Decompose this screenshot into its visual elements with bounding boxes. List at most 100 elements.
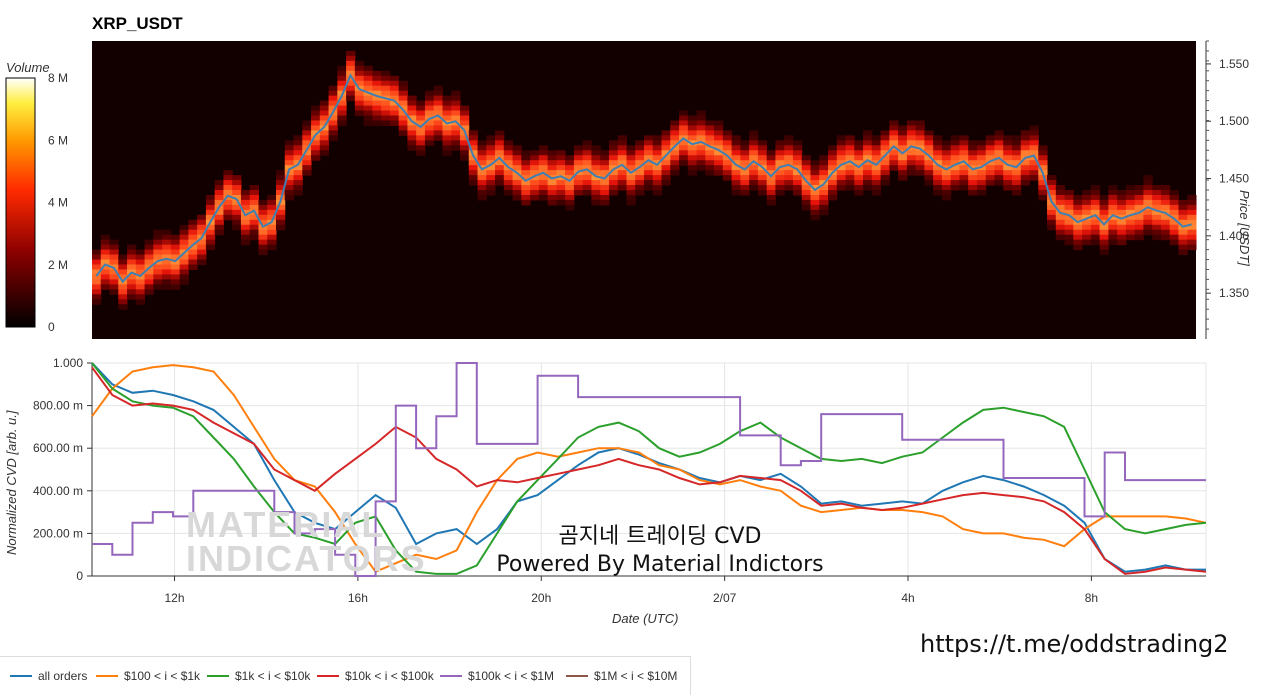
heatmap-cell: [153, 259, 163, 265]
heatmap-cell: [976, 155, 987, 161]
heatmap-cell: [687, 115, 698, 121]
legend-item[interactable]: $10k < i < $100k: [317, 669, 434, 683]
heatmap-cell: [1012, 170, 1022, 176]
heatmap-cell: [468, 150, 479, 156]
heatmap-cell: [731, 185, 741, 191]
heatmap-cell: [1178, 244, 1188, 251]
heatmap-cell: [354, 70, 365, 77]
heatmap-cell: [1073, 209, 1083, 216]
heatmap-cell: [845, 175, 855, 181]
heatmap-cell: [407, 140, 417, 146]
heatmap-cell: [118, 289, 128, 295]
heatmap-cell: [258, 199, 268, 206]
heatmap-cell: [424, 125, 435, 131]
heatmap-cell: [1117, 199, 1127, 206]
heatmap-cell: [775, 150, 785, 156]
heatmap-cell: [214, 209, 224, 216]
heatmap-cell: [1082, 239, 1092, 246]
heatmap-cell: [267, 244, 277, 251]
heatmap-cell: [372, 75, 382, 82]
heatmap-cell: [1055, 229, 1066, 236]
legend-item[interactable]: $100 < i < $1k: [96, 669, 200, 683]
heatmap-cell: [223, 175, 233, 181]
heatmap-cell: [293, 175, 303, 181]
heatmap-cell: [880, 165, 890, 171]
heatmap-cell: [950, 135, 960, 141]
heatmap-cell: [276, 219, 286, 226]
heatmap-cell: [477, 170, 487, 176]
heatmap-cell: [276, 209, 286, 216]
heatmap-cell: [731, 145, 741, 151]
heatmap-cell: [223, 204, 233, 211]
heatmap-cell: [950, 145, 960, 151]
heatmap-cell: [863, 150, 873, 156]
legend-item[interactable]: all orders: [10, 669, 87, 683]
legend-swatch: [317, 675, 339, 677]
heatmap-cell: [1029, 130, 1039, 136]
heatmap-cell: [714, 170, 724, 176]
heatmap-cell: [652, 190, 663, 196]
heatmap-cell: [722, 155, 733, 161]
heatmap-cell: [731, 190, 741, 196]
heatmap-cell: [871, 140, 882, 146]
heatmap-cell: [801, 180, 811, 186]
heatmap-cell: [188, 224, 198, 231]
heatmap-cell: [1029, 150, 1039, 156]
heatmap-cell: [626, 194, 636, 201]
heatmap-cell: [968, 185, 978, 191]
heatmap-cell: [679, 110, 689, 116]
heatmap-cell: [880, 180, 890, 186]
heatmap-cell: [179, 224, 189, 231]
heatmap-cell: [179, 254, 189, 261]
heatmap-cell: [766, 165, 776, 171]
heatmap-cell: [319, 100, 330, 107]
telegram-url[interactable]: https://t.me/oddstrading2: [920, 630, 1229, 658]
heatmap-cell: [766, 150, 776, 156]
heatmap-cell: [162, 229, 172, 236]
heatmap-cell: [363, 85, 373, 92]
heatmap-cell: [197, 224, 207, 231]
heatmap-cell: [644, 180, 654, 186]
heatmap-cell: [705, 165, 715, 171]
heatmap-cell: [407, 125, 417, 131]
heatmap-cell: [863, 135, 873, 141]
heatmap-cell: [179, 279, 189, 285]
heatmap-cell: [346, 85, 356, 92]
heatmap-cell: [565, 160, 575, 166]
heatmap-cell: [985, 160, 995, 166]
heatmap-cell: [118, 294, 128, 300]
heatmap-cell: [915, 120, 925, 126]
heatmap-cell: [197, 249, 207, 256]
heatmap-cell: [854, 175, 864, 181]
heatmap-cell: [968, 155, 978, 161]
heatmap-cell: [179, 269, 189, 275]
heatmap-cell: [1055, 219, 1066, 226]
heatmap-cell: [705, 135, 715, 141]
heatmap-cell: [144, 279, 154, 285]
heatmap-cell: [346, 95, 356, 102]
heatmap-cell: [424, 120, 435, 126]
heatmap-cell: [346, 60, 356, 67]
heatmap-cell: [486, 190, 496, 196]
heatmap-cell: [1178, 249, 1188, 256]
heatmap-cell: [679, 140, 689, 146]
legend-item[interactable]: $1k < i < $10k: [207, 669, 310, 683]
heatmap-cell: [933, 145, 943, 151]
heatmap-cell: [205, 199, 216, 206]
heatmap-cell: [486, 140, 496, 146]
heatmap-cell: [608, 190, 619, 196]
heatmap-cell: [766, 170, 776, 176]
heatmap-cell: [503, 150, 514, 156]
heatmap-cell: [1108, 234, 1118, 241]
legend-item[interactable]: $100k < i < $1M: [440, 669, 554, 683]
heatmap-cell: [486, 185, 496, 191]
heatmap-cell: [1038, 160, 1048, 166]
cvd-tick-label-y: 400.00 m: [33, 484, 83, 498]
heatmap-cell: [407, 145, 417, 151]
legend-item[interactable]: $1M < i < $10M: [566, 669, 677, 683]
heatmap-cell: [100, 259, 111, 265]
heatmap-cell: [153, 264, 163, 270]
heatmap-cell: [792, 145, 803, 151]
heatmap-cell: [1038, 155, 1048, 161]
heatmap-cell: [696, 135, 706, 141]
